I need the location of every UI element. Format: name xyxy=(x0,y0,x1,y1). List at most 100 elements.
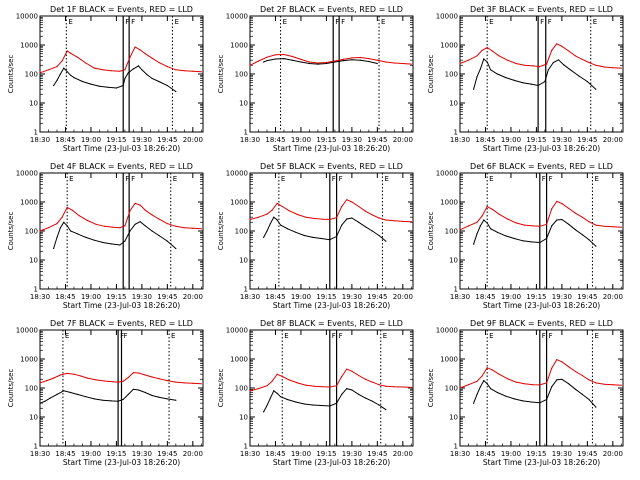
lld-point xyxy=(329,218,331,221)
lld-point xyxy=(358,205,360,208)
lld-point xyxy=(506,218,509,220)
lld-point xyxy=(385,385,387,387)
y-tick-label: 10000 xyxy=(16,170,38,178)
lld-point xyxy=(568,50,570,52)
lld-point xyxy=(481,49,483,52)
lld-point xyxy=(376,59,378,61)
event-point xyxy=(266,404,268,407)
lld-point xyxy=(70,52,72,54)
event-point xyxy=(320,237,322,240)
lld-point xyxy=(546,223,548,225)
event-point xyxy=(561,378,563,380)
lld-point xyxy=(129,210,131,212)
lld-point xyxy=(73,373,75,375)
x-tick-label: 19:45 xyxy=(577,293,597,301)
lld-point xyxy=(175,381,177,383)
event-point xyxy=(56,236,58,238)
lld-point xyxy=(102,69,104,71)
y-tick-label: 10000 xyxy=(226,327,248,335)
lld-point xyxy=(85,62,87,64)
y-tick-label: 10 xyxy=(29,414,38,422)
interval-marker-label: E xyxy=(171,332,175,340)
y-tick-label: 100 xyxy=(445,228,458,236)
interval-marker-label: E xyxy=(173,175,177,183)
y-tick-label: 100 xyxy=(235,385,248,393)
event-point xyxy=(346,388,348,390)
event-point xyxy=(146,74,148,76)
lld-point xyxy=(117,381,119,383)
event-point xyxy=(364,397,367,399)
event-point xyxy=(563,64,565,66)
lld-point xyxy=(551,208,553,210)
detector-panel-7: Det 7F BLACK = Events, RED = LLD 1 10 100 10… xyxy=(7,319,204,467)
lld-point xyxy=(336,217,338,219)
lld-point xyxy=(257,388,260,390)
event-point xyxy=(473,243,475,245)
event-point xyxy=(122,398,124,401)
event-point xyxy=(505,395,507,397)
x-axis-label: Start Time (23-Jul-03 18:26:20) xyxy=(483,144,600,153)
event-point xyxy=(586,80,588,83)
y-tick-label: 1 xyxy=(34,443,38,451)
event-point xyxy=(119,244,121,246)
panel-title: Det 9F BLACK = Events, RED = LLD xyxy=(470,319,613,328)
lld-point xyxy=(491,208,493,210)
event-point xyxy=(300,61,302,63)
lld-point xyxy=(183,382,185,384)
event-point xyxy=(73,77,75,79)
x-axis-label: Start Time (23-Jul-03 18:26:20) xyxy=(63,458,180,467)
lld-point xyxy=(192,227,194,229)
plot-frame xyxy=(249,329,414,447)
event-point xyxy=(351,59,353,61)
x-tick-label: 18:30 xyxy=(30,136,50,144)
lld-point xyxy=(410,63,412,65)
lld-point xyxy=(313,385,316,387)
event-point xyxy=(341,393,343,395)
x-tick-label: 19:30 xyxy=(342,293,362,301)
event-point xyxy=(263,411,265,413)
x-tick-label: 19:30 xyxy=(132,450,152,458)
y-tick-label: 1 xyxy=(244,129,248,137)
x-tick-label: 19:30 xyxy=(132,136,152,144)
x-tick-label: 19:15 xyxy=(106,136,126,144)
x-tick-label: 19:00 xyxy=(291,136,311,144)
x-tick-label: 19:15 xyxy=(106,450,126,458)
event-point xyxy=(122,84,124,87)
lld-point xyxy=(47,69,50,71)
x-tick-label: 19:00 xyxy=(81,450,101,458)
event-point xyxy=(371,230,373,232)
interval-marker-label: F xyxy=(540,18,544,26)
event-point xyxy=(325,62,327,65)
y-tick-label: 1000 xyxy=(440,356,458,364)
event-point xyxy=(544,80,546,83)
event-point xyxy=(291,59,293,61)
x-axis-label: Start Time (23-Jul-03 18:26:20) xyxy=(63,301,180,310)
lld-point xyxy=(393,62,395,64)
event-point xyxy=(63,390,65,392)
x-tick-label: 18:30 xyxy=(30,293,50,301)
lld-point xyxy=(336,385,338,387)
event-point xyxy=(378,404,380,406)
lld-point xyxy=(378,384,380,386)
event-point xyxy=(473,88,475,90)
lld-point xyxy=(59,374,62,376)
event-point xyxy=(513,398,515,400)
lld-point xyxy=(274,54,277,56)
lld-point xyxy=(486,46,488,49)
event-point xyxy=(342,60,344,62)
lld-rate-line xyxy=(459,200,622,231)
y-tick-label: 1 xyxy=(34,286,38,294)
lld-point xyxy=(359,56,361,59)
lld-point xyxy=(595,64,597,66)
y-axis-label: Counts/sec xyxy=(427,369,435,408)
lld-point xyxy=(93,67,95,69)
event-point xyxy=(546,398,548,401)
event-point xyxy=(280,396,282,398)
event-rate-line xyxy=(53,221,177,249)
event-point xyxy=(329,405,331,407)
event-point xyxy=(346,218,348,220)
lld-point xyxy=(532,225,534,227)
lld-point xyxy=(612,384,614,386)
event-point xyxy=(537,84,539,87)
interval-marker-label: E xyxy=(489,332,493,340)
